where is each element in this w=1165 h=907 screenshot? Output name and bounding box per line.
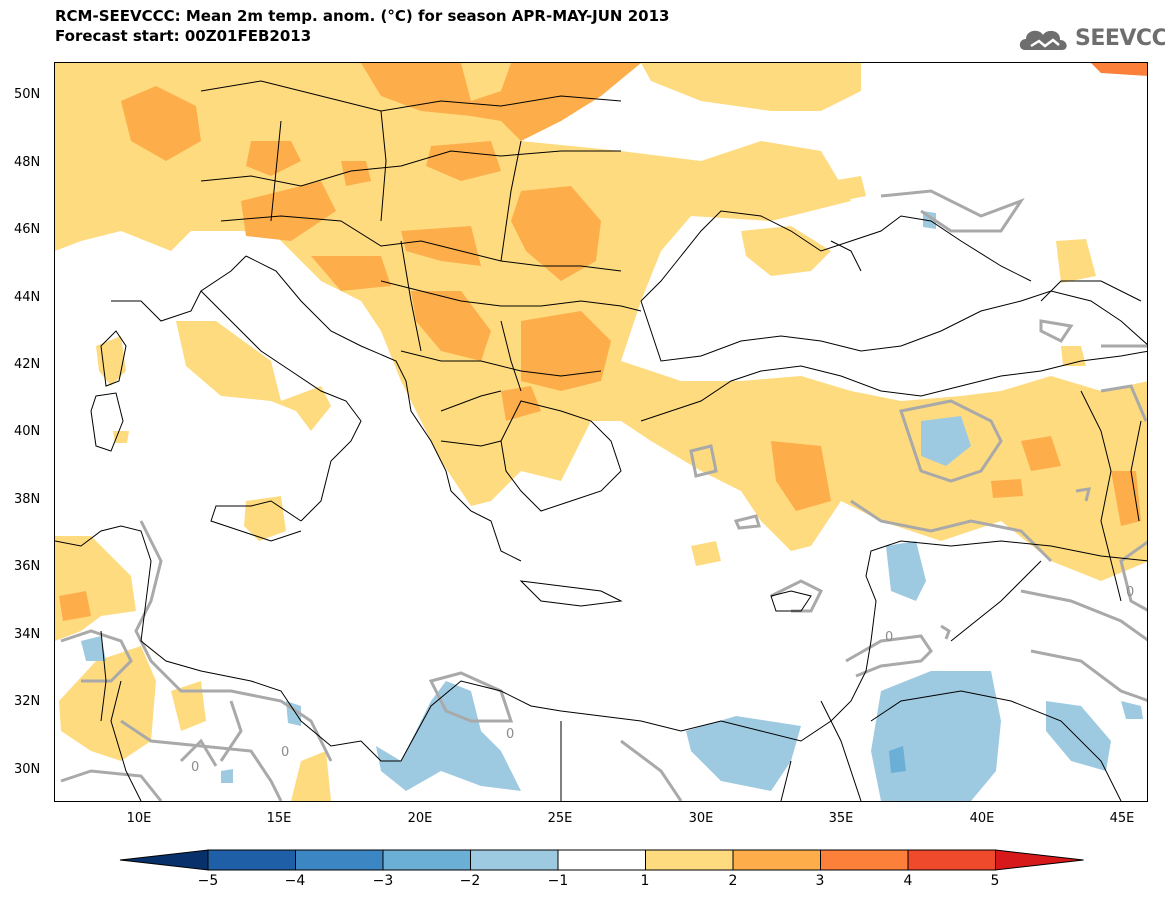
contour-label: 0: [885, 630, 893, 645]
colorbar-label: −4: [284, 873, 306, 889]
colorbar-label: −5: [197, 873, 219, 889]
colorbar: [0, 845, 1165, 905]
colorbar-high-extension: [995, 849, 1084, 871]
colorbar-label: −2: [459, 873, 481, 889]
anomaly-map: 0 0 0 0 0: [55, 63, 1147, 801]
seevccc-logo: SEEVCCC: [1017, 22, 1165, 56]
colorbar-swatch: [732, 849, 821, 871]
lon-label-15e: 15E: [266, 811, 292, 826]
colorbar-swatch: [382, 849, 471, 871]
lat-label-50n: 50N: [14, 87, 41, 102]
contour-label: 0: [1126, 585, 1134, 600]
lat-label-46n: 46N: [14, 222, 41, 237]
colorbar-swatch: [820, 849, 909, 871]
contour-label: 0: [191, 760, 199, 775]
forecast-start: Forecast start: 00Z01FEB2013: [55, 27, 312, 45]
colorbar-swatch: [645, 849, 734, 871]
lon-label-30e: 30E: [688, 811, 714, 826]
lat-label-30n: 30N: [14, 762, 41, 777]
lat-label-40n: 40N: [14, 424, 41, 439]
colorbar-label: 3: [815, 873, 825, 889]
colorbar-swatches: [119, 849, 1084, 871]
colorbar-label: 1: [640, 873, 650, 889]
lat-label-38n: 38N: [14, 492, 41, 507]
cool-anomaly-2-3: [889, 746, 906, 773]
colorbar-label: 4: [903, 873, 913, 889]
colorbar-label: 2: [728, 873, 738, 889]
lat-label-32n: 32N: [14, 694, 41, 709]
colorbar-swatch: [907, 849, 996, 871]
colorbar-swatch: [295, 849, 384, 871]
coastlines-borders: [55, 80, 1147, 801]
contour-labels: 0 0 0 0 0: [191, 585, 1134, 775]
zero-contours: [60, 189, 1147, 801]
lat-label-34n: 34N: [14, 627, 41, 642]
lon-label-25e: 25E: [547, 811, 573, 826]
contour-label: 0: [506, 727, 514, 742]
lat-label-48n: 48N: [14, 155, 41, 170]
warm-anomaly-2-3: [59, 63, 1141, 621]
lat-label-42n: 42N: [14, 357, 41, 372]
lat-label-36n: 36N: [14, 559, 41, 574]
lon-label-40e: 40E: [969, 811, 995, 826]
cloud-logo-icon: [1019, 30, 1067, 50]
lat-label-44n: 44N: [14, 290, 41, 305]
colorbar-label: 5: [990, 873, 1000, 889]
colorbar-label: −3: [372, 873, 394, 889]
map-panel: 0 0 0 0 0: [54, 62, 1148, 802]
lon-label-45e: 45E: [1109, 811, 1135, 826]
cool-anomaly-1-2: [81, 211, 1143, 801]
colorbar-swatch: [557, 849, 646, 871]
lon-label-35e: 35E: [828, 811, 854, 826]
colorbar-label: −1: [547, 873, 569, 889]
contour-label: 0: [281, 745, 289, 760]
logo-text: SEEVCCC: [1075, 26, 1165, 51]
colorbar-swatch: [207, 849, 296, 871]
lon-label-10e: 10E: [126, 811, 152, 826]
lon-label-20e: 20E: [407, 811, 433, 826]
chart-title: RCM-SEEVCCC: Mean 2m temp. anom. (°C) fo…: [55, 7, 670, 25]
warm-anomaly-3-4: [1091, 63, 1147, 76]
colorbar-swatch: [470, 849, 559, 871]
title-block: RCM-SEEVCCC: Mean 2m temp. anom. (°C) fo…: [55, 6, 669, 46]
colorbar-low-extension: [119, 849, 209, 871]
